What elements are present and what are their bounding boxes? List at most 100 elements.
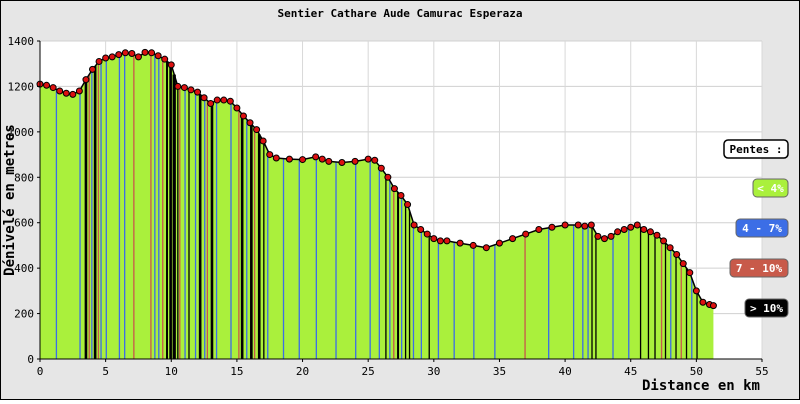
- y-tick-label: 1000: [8, 126, 35, 139]
- legend-title-text: Pentes :: [730, 143, 783, 156]
- profile-point: [69, 90, 77, 98]
- grade-band: [250, 124, 253, 359]
- profile-point: [430, 235, 438, 243]
- y-tick-label: 200: [14, 308, 34, 321]
- legend-item: < 4%: [752, 178, 789, 198]
- profile-point: [167, 61, 175, 69]
- profile-point: [404, 201, 412, 209]
- grade-band: [428, 235, 430, 359]
- profile-point: [443, 237, 451, 245]
- profile-point: [338, 159, 346, 167]
- x-tick-label: 15: [230, 365, 243, 378]
- profile-point: [587, 221, 595, 229]
- grade-band: [166, 61, 168, 359]
- profile-point: [660, 237, 668, 245]
- grade-band: [154, 54, 156, 359]
- grade-band: [150, 52, 152, 359]
- x-tick-label: 30: [427, 365, 440, 378]
- grade-band: [105, 57, 107, 359]
- profile-point: [699, 298, 707, 306]
- grade-band: [282, 158, 285, 359]
- grade-band: [55, 89, 58, 359]
- grade-band: [100, 60, 102, 359]
- grade-band: [177, 86, 179, 359]
- grade-band: [257, 134, 261, 359]
- profile-point: [285, 155, 293, 163]
- profile-point: [666, 244, 674, 252]
- grade-band: [93, 66, 97, 359]
- x-tick-label: 35: [493, 365, 506, 378]
- profile-point: [581, 222, 589, 230]
- profile-point: [679, 260, 687, 268]
- profile-point: [384, 173, 392, 181]
- x-tick-label: 25: [362, 365, 375, 378]
- profile-point: [56, 87, 64, 95]
- grade-band: [206, 100, 209, 359]
- legend-swatch: [752, 178, 789, 198]
- grade-band: [660, 239, 663, 359]
- legend-item: > 10%: [744, 298, 789, 318]
- grade-band: [408, 210, 411, 359]
- x-tick-label: 10: [165, 365, 178, 378]
- grade-band: [420, 229, 423, 359]
- grade-band: [453, 242, 455, 359]
- y-tick-labels: 0 200 400 600 800 1000 1200 1400: [8, 35, 35, 366]
- grade-band: [188, 89, 190, 359]
- profile-point: [600, 235, 608, 243]
- profile-point: [89, 65, 97, 73]
- y-tick-label: 800: [14, 171, 34, 184]
- profile-point: [390, 185, 398, 193]
- chart-title: Sentier Cathare Aude Camurac Esperaza: [277, 7, 522, 20]
- grade-band: [263, 142, 265, 359]
- legend-item-label: 7 - 10%: [736, 262, 783, 275]
- profile-point: [154, 52, 162, 60]
- legend-item-label: > 10%: [750, 302, 783, 315]
- profile-fill: [40, 52, 714, 359]
- grade-band: [591, 226, 593, 359]
- profile-point: [82, 76, 90, 84]
- profile-point: [207, 99, 215, 107]
- grade-band: [169, 64, 172, 359]
- grade-band: [172, 74, 176, 359]
- grade-band: [654, 234, 656, 359]
- profile-point: [495, 239, 503, 247]
- grade-band: [79, 89, 81, 359]
- profile-point: [436, 237, 444, 245]
- grade-band: [691, 278, 693, 359]
- profile-point: [180, 84, 188, 92]
- profile-point: [692, 287, 700, 295]
- grade-band: [397, 192, 400, 359]
- grade-band: [133, 54, 135, 359]
- profile-point: [640, 226, 648, 234]
- y-tick-label: 0: [27, 353, 34, 366]
- profile-point: [620, 226, 628, 234]
- x-tick-label: 5: [102, 365, 109, 378]
- grade-band: [204, 98, 206, 359]
- profile-point: [220, 96, 228, 104]
- profile-point: [397, 191, 405, 199]
- grade-band: [194, 91, 197, 359]
- y-tick-label: 400: [14, 262, 34, 275]
- grade-band: [84, 79, 88, 359]
- profile-point: [233, 104, 241, 112]
- legend-title-box: [723, 139, 789, 159]
- grade-band: [246, 119, 248, 359]
- grade-band: [184, 87, 186, 359]
- axes: [37, 40, 763, 362]
- grade-band: [355, 161, 357, 359]
- profile-point: [653, 231, 661, 239]
- grade-band: [118, 54, 121, 359]
- profile-point: [174, 82, 182, 90]
- profile-point: [253, 126, 261, 134]
- profile-point: [299, 156, 307, 164]
- profile-point: [121, 49, 129, 57]
- y-tick-label: 1200: [8, 80, 35, 93]
- profile-point: [266, 151, 274, 159]
- legend-swatch: [729, 258, 789, 278]
- profile-point: [673, 251, 681, 259]
- profile-point: [627, 223, 635, 231]
- profile-point: [148, 49, 156, 57]
- grade-band: [595, 232, 597, 359]
